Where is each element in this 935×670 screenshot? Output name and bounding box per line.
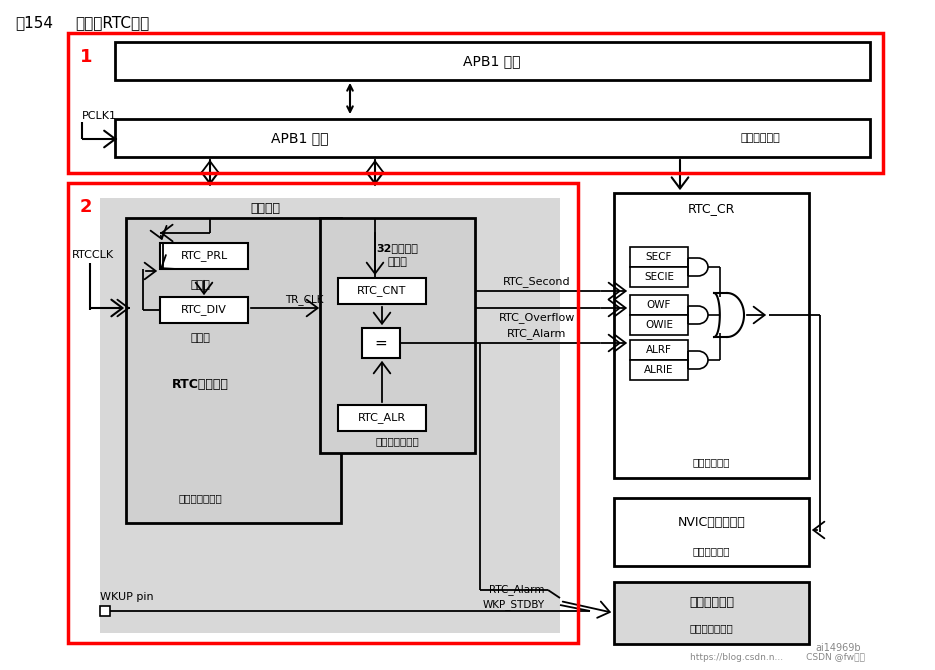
Bar	[630, 360, 688, 380]
Text: 上升沿: 上升沿	[190, 333, 210, 343]
Bar	[614, 498, 809, 566]
Text: ALRF: ALRF	[646, 345, 672, 355]
Text: 1: 1	[80, 48, 93, 66]
Text: RTC_PRL: RTC_PRL	[180, 251, 227, 261]
Text: RTC_CR: RTC_CR	[688, 202, 735, 216]
Bar	[115, 42, 870, 80]
Text: RTC_Alarm: RTC_Alarm	[508, 328, 567, 340]
Bar	[630, 267, 688, 287]
Bar	[614, 582, 809, 644]
Text: RTC_Alarm: RTC_Alarm	[490, 584, 545, 596]
Text: TR_CLK: TR_CLK	[285, 295, 324, 306]
Text: OWIE: OWIE	[645, 320, 673, 330]
Text: WKP_STDBY: WKP_STDBY	[482, 600, 545, 610]
Text: PCLK1: PCLK1	[82, 111, 117, 121]
Text: RTC_ALR: RTC_ALR	[358, 413, 406, 423]
Text: 待机时维持供电: 待机时维持供电	[179, 493, 222, 503]
Text: https://blog.csdn.n...        CSDN @fw拜拜: https://blog.csdn.n... CSDN @fw拜拜	[690, 653, 865, 663]
Text: =: =	[375, 336, 387, 350]
Bar	[68, 183, 578, 643]
Bar	[362, 328, 400, 358]
Text: WKUP pin: WKUP pin	[100, 592, 153, 602]
Text: RTCCLK: RTCCLK	[72, 250, 114, 260]
Text: 图154: 图154	[15, 15, 53, 30]
Bar	[630, 295, 688, 315]
Bar	[320, 218, 475, 453]
Text: RTC_CNT: RTC_CNT	[357, 285, 407, 296]
Bar	[115, 119, 870, 157]
Text: ai14969b: ai14969b	[815, 643, 860, 653]
Text: SECIE: SECIE	[644, 272, 674, 282]
Text: 待机时维持供电: 待机时维持供电	[376, 436, 420, 446]
Text: 32位可编程: 32位可编程	[377, 243, 419, 253]
Bar	[338, 278, 426, 304]
Bar	[630, 247, 688, 267]
Text: RTC预分频器: RTC预分频器	[171, 379, 228, 391]
Bar	[126, 218, 341, 523]
Text: 简化的RTC框图: 简化的RTC框图	[75, 15, 150, 30]
Text: 待机时不供电: 待机时不供电	[693, 457, 730, 467]
Text: 退出待机模式: 退出待机模式	[689, 596, 734, 608]
Bar	[100, 198, 560, 633]
Bar	[614, 193, 809, 478]
Bar	[338, 405, 426, 431]
Bar	[160, 243, 248, 269]
Text: ALRIE: ALRIE	[644, 365, 674, 375]
Text: 后备区域: 后备区域	[250, 202, 280, 214]
Text: RTC_DIV: RTC_DIV	[181, 305, 227, 316]
Text: RTC_Overflow: RTC_Overflow	[498, 312, 575, 324]
Bar	[630, 315, 688, 335]
Bar	[630, 340, 688, 360]
Text: OWF: OWF	[647, 300, 671, 310]
Bar	[68, 33, 883, 173]
Bar	[160, 297, 248, 323]
Text: RTC_Second: RTC_Second	[503, 277, 570, 287]
Text: 2: 2	[80, 198, 93, 216]
Text: 待机时维持供电: 待机时维持供电	[690, 623, 733, 633]
Bar	[100, 606, 110, 616]
Text: 计数器: 计数器	[388, 257, 408, 267]
Text: APB1 接口: APB1 接口	[271, 131, 329, 145]
Text: APB1 总线: APB1 总线	[463, 54, 521, 68]
Text: SECF: SECF	[646, 252, 672, 262]
Text: NVIC中断控制器: NVIC中断控制器	[678, 515, 745, 529]
Text: 待机时不供电: 待机时不供电	[741, 133, 780, 143]
Text: 重装载: 重装载	[190, 280, 210, 290]
Text: 待机时不供电: 待机时不供电	[693, 546, 730, 556]
